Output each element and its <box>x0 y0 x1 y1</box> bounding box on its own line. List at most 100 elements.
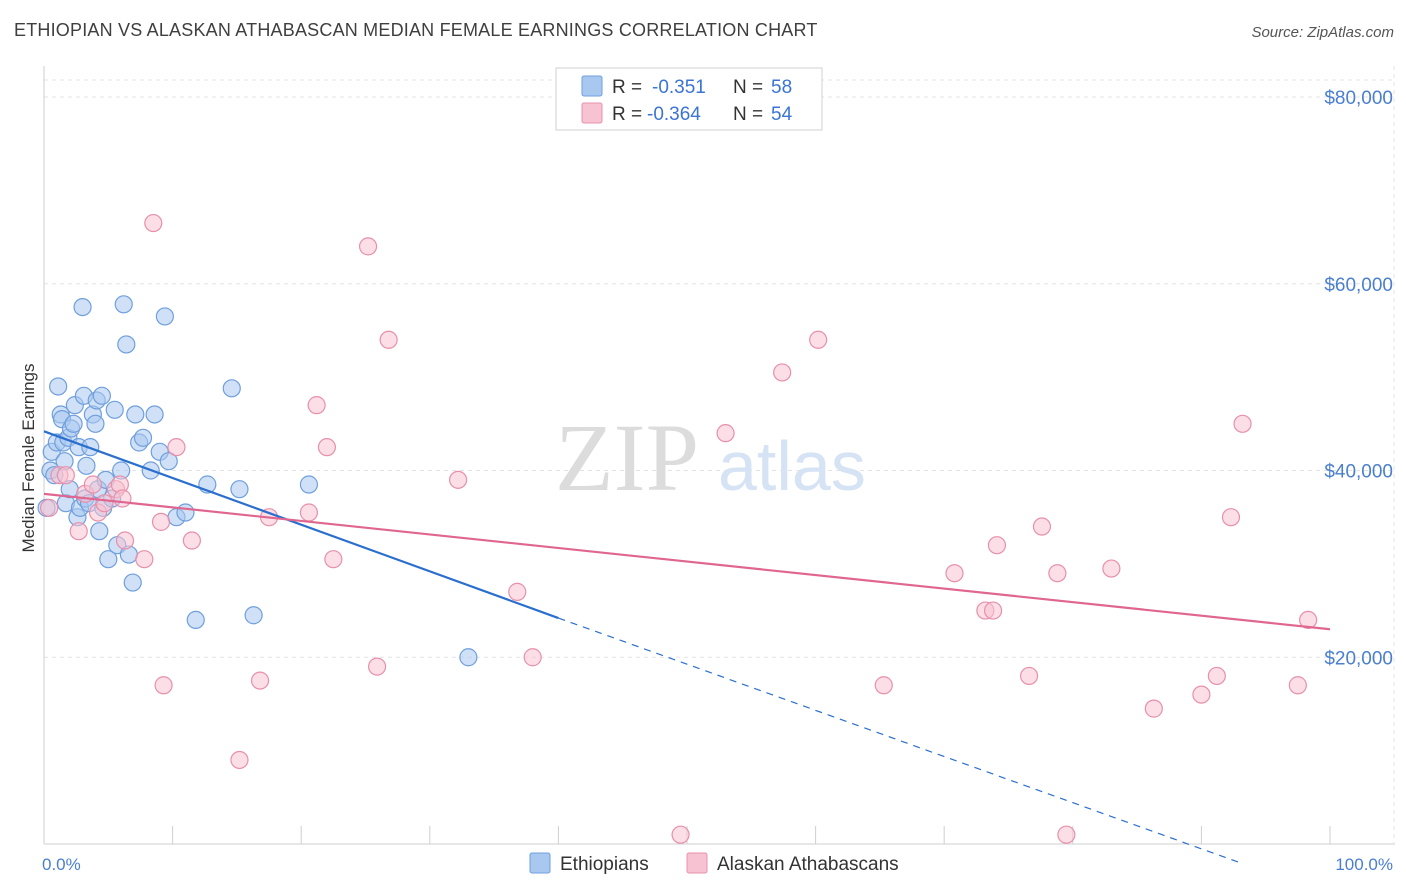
legend-r-label-1: R = <box>612 77 642 98</box>
bottom-legend-ethiopians: Ethiopians <box>560 854 649 875</box>
bottom-legend-alaskan: Alaskan Athabascans <box>717 854 899 875</box>
trend-line-ethiopians <box>43 430 559 620</box>
legend-n-value-2: 54 <box>771 104 793 125</box>
x-tick-label-min: 0.0% <box>42 855 81 874</box>
point-ethiopians <box>49 377 68 396</box>
point-ethiopians <box>123 573 142 592</box>
point-ethiopians <box>86 414 105 433</box>
point-ethiopians <box>159 452 178 471</box>
point-alaskan <box>83 475 102 494</box>
point-alaskan <box>945 564 964 583</box>
point-alaskan <box>167 438 186 457</box>
point-ethiopians <box>186 610 205 630</box>
point-alaskan <box>1233 414 1252 433</box>
point-ethiopians <box>64 414 83 433</box>
chart-title: ETHIOPIAN VS ALASKAN ATHABASCAN MEDIAN F… <box>14 20 818 40</box>
point-alaskan <box>448 470 468 489</box>
point-ethiopians <box>244 606 263 625</box>
point-ethiopians <box>73 297 92 317</box>
point-alaskan <box>317 438 337 457</box>
y-axis-title: Median Female Earnings <box>19 364 38 553</box>
point-ethiopians <box>105 400 124 419</box>
point-alaskan <box>95 494 114 513</box>
legend-swatch-alaskan <box>581 102 603 124</box>
point-ethiopians <box>99 550 118 569</box>
point-alaskan <box>230 750 249 770</box>
point-alaskan <box>1192 685 1211 704</box>
y-tick-label: $20,000 <box>1324 648 1393 669</box>
point-alaskan <box>367 657 387 676</box>
point-alaskan <box>115 531 135 550</box>
bottom-legend-swatch-ethiopians <box>529 852 551 874</box>
point-alaskan <box>1057 825 1076 844</box>
watermark-zip: ZIP <box>555 404 699 511</box>
point-alaskan <box>1102 559 1121 578</box>
trend-line-ethiopians-extension <box>558 617 1241 864</box>
point-alaskan <box>113 489 132 508</box>
point-alaskan <box>250 671 270 690</box>
legend-n-label-1: N = <box>733 77 763 98</box>
point-alaskan <box>182 531 201 550</box>
point-alaskan <box>40 498 59 517</box>
point-ethiopians <box>176 503 195 522</box>
point-alaskan <box>144 213 163 233</box>
point-alaskan <box>1221 508 1241 527</box>
point-alaskan <box>1207 666 1226 686</box>
trend-line-alaskan <box>43 492 1331 631</box>
bottom-legend: Ethiopians Alaskan Athabascans <box>529 852 899 875</box>
bottom-legend-swatch-alaskan <box>686 852 708 874</box>
point-alaskan <box>809 330 828 349</box>
point-ethiopians <box>126 405 145 424</box>
point-alaskan <box>135 550 154 569</box>
point-ethiopians <box>133 428 153 447</box>
x-tick-label-max: 100.0% <box>1335 855 1393 874</box>
point-alaskan <box>874 676 893 695</box>
point-alaskan <box>716 424 735 443</box>
point-alaskan <box>1048 564 1067 583</box>
grid-lines <box>44 79 1395 658</box>
point-alaskan <box>69 522 88 541</box>
legend-n-value-1: 58 <box>771 77 792 98</box>
point-alaskan <box>1299 610 1318 630</box>
y-tick-label: $40,000 <box>1324 462 1393 483</box>
point-ethiopians <box>77 456 96 475</box>
watermark: ZIP atlas <box>555 404 866 511</box>
point-alaskan <box>324 550 343 569</box>
point-alaskan <box>151 512 171 531</box>
point-ethiopians <box>155 307 174 326</box>
point-alaskan <box>358 237 378 256</box>
legend-r-value-1: -0.351 <box>652 77 706 98</box>
legend-n-label-2: N = <box>733 104 763 125</box>
point-ethiopians <box>92 386 111 405</box>
point-alaskan <box>1144 699 1163 718</box>
point-alaskan <box>508 582 527 601</box>
source-label: Source: ZipAtlas.com <box>1251 24 1394 41</box>
data-points <box>37 213 1318 844</box>
legend-box: R = -0.351 N = 58 R = -0.364 N = 54 <box>555 67 823 131</box>
point-alaskan <box>299 503 319 522</box>
point-alaskan <box>671 825 690 844</box>
y-tick-labels: $20,000 $40,000 $60,000 $80,000 <box>1324 88 1393 669</box>
point-ethiopians <box>117 335 136 354</box>
point-alaskan <box>307 396 326 415</box>
point-ethiopians <box>145 405 164 424</box>
point-ethiopians <box>114 295 133 314</box>
point-alaskan <box>379 330 398 349</box>
y-tick-label: $60,000 <box>1324 275 1393 296</box>
watermark-atlas: atlas <box>718 427 866 505</box>
point-alaskan <box>983 601 1003 620</box>
legend-swatch-ethiopians <box>581 75 603 97</box>
point-alaskan <box>1288 676 1307 695</box>
point-ethiopians <box>90 522 109 541</box>
point-alaskan <box>1019 666 1039 686</box>
point-ethiopians <box>222 379 241 398</box>
point-alaskan <box>523 648 542 667</box>
trend-lines <box>43 430 1331 864</box>
point-ethiopians <box>459 648 478 667</box>
axes <box>43 66 1395 845</box>
point-alaskan <box>56 466 75 485</box>
point-alaskan <box>154 676 173 695</box>
point-alaskan <box>773 363 792 382</box>
y-tick-label: $80,000 <box>1324 88 1393 109</box>
